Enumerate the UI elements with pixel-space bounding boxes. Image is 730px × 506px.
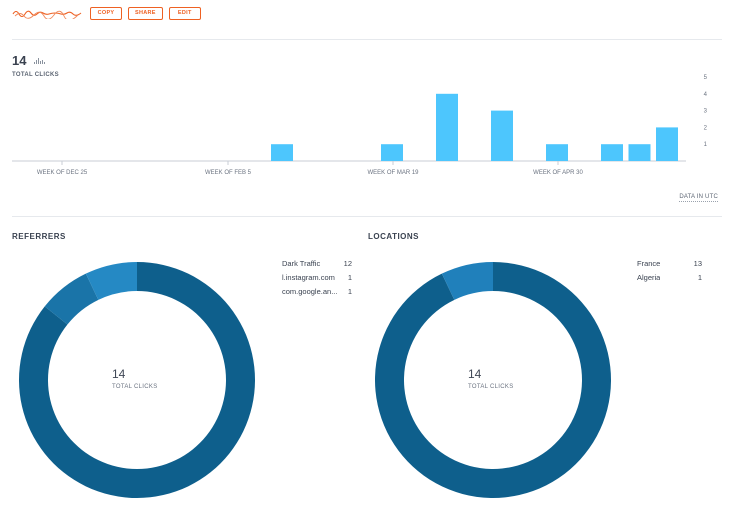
y-tick-label: 4	[704, 92, 708, 98]
bar[interactable]	[271, 144, 293, 161]
divider	[12, 39, 722, 40]
short-link[interactable]	[12, 7, 84, 19]
data-in-utc-note[interactable]: DATA IN UTC	[679, 194, 718, 202]
legend-value: 1	[347, 272, 352, 282]
sparkline-icon	[33, 58, 45, 64]
bar[interactable]	[656, 127, 678, 161]
legend-label: l.instagram.com	[282, 272, 335, 282]
legend-label: Dark Traffic	[282, 258, 321, 268]
legend-row[interactable]: Algeria 1	[637, 270, 702, 284]
legend-label: Algeria	[637, 272, 661, 282]
x-tick-label: WEEK OF DEC 25	[37, 170, 88, 176]
referrers-title: REFERRERS	[12, 232, 66, 241]
legend-value: 12	[343, 258, 352, 268]
donut-slice[interactable]	[85, 262, 137, 300]
legend-value: 1	[697, 272, 702, 282]
x-tick-label: WEEK OF MAR 19	[367, 170, 419, 176]
bar[interactable]	[546, 144, 568, 161]
total-clicks-value: 14	[12, 53, 27, 68]
referrers-donut-chart	[18, 262, 255, 498]
y-tick-label: 2	[704, 125, 708, 131]
legend-row[interactable]: France 13	[637, 256, 702, 270]
locations-total: 14	[468, 367, 482, 381]
legend-row[interactable]: Dark Traffic 12	[282, 256, 352, 270]
action-bar: COPY SHARE EDIT	[12, 6, 207, 20]
legend-row[interactable]: l.instagram.com 1	[282, 270, 352, 284]
bar[interactable]	[491, 110, 513, 161]
x-tick-label: WEEK OF APR 30	[533, 170, 583, 176]
referrers-total: 14	[112, 367, 126, 381]
legend-label: France	[637, 258, 661, 268]
bar[interactable]	[381, 144, 403, 161]
locations-donut-center: 14 TOTAL CLICKS	[468, 367, 514, 390]
share-button[interactable]: SHARE	[128, 6, 163, 20]
donut-slice[interactable]	[44, 273, 99, 325]
y-tick-label: 3	[704, 109, 708, 115]
divider	[12, 216, 722, 217]
x-tick-label: WEEK OF FEB 5	[205, 170, 252, 176]
y-tick-label: 1	[704, 142, 708, 148]
copy-button[interactable]: COPY	[90, 6, 122, 20]
clicks-summary: 14 TOTAL CLICKS	[12, 52, 59, 78]
legend-value: 1	[347, 286, 352, 296]
referrers-donut: 14 TOTAL CLICKS	[18, 261, 256, 499]
donut-slice[interactable]	[441, 262, 493, 300]
bar[interactable]	[436, 93, 458, 161]
y-tick-label: 5	[704, 75, 708, 81]
locations-legend: France 13 Algeria 1	[637, 256, 702, 284]
legend-label: com.google.an...	[282, 286, 338, 296]
locations-donut: 14 TOTAL CLICKS	[374, 261, 612, 499]
total-clicks-label: TOTAL CLICKS	[12, 72, 59, 78]
legend-value: 13	[693, 258, 702, 268]
clicks-bar-chart: 1 2 3 4 5 WEEK OF DEC 25 WEEK OF FEB 5 WEEK OF …	[12, 75, 708, 176]
locations-donut-chart	[375, 262, 611, 498]
locations-title: LOCATIONS	[368, 232, 420, 241]
locations-total-label: TOTAL CLICKS	[468, 384, 514, 390]
referrers-legend: Dark Traffic 12 l.instagram.com 1 com.google…	[282, 256, 352, 298]
referrers-total-label: TOTAL CLICKS	[112, 384, 158, 390]
bar[interactable]	[628, 144, 651, 161]
legend-row[interactable]: com.google.an... 1	[282, 284, 352, 298]
bar[interactable]	[601, 144, 623, 161]
referrers-donut-center: 14 TOTAL CLICKS	[112, 367, 158, 390]
edit-button[interactable]: EDIT	[168, 6, 201, 20]
